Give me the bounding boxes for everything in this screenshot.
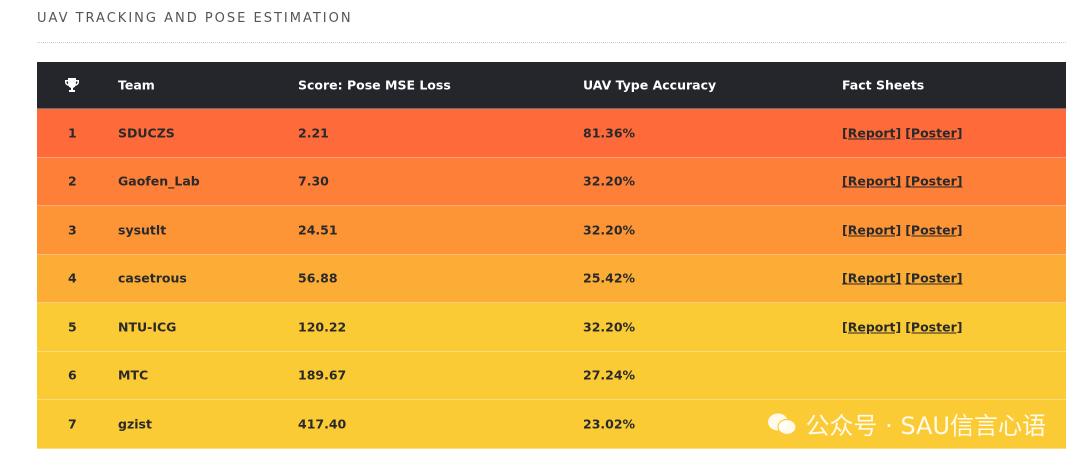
table-row: 7 gzist 417.40 23.02% <box>37 400 1066 449</box>
fact-sheet-link[interactable]: [Report] <box>842 125 902 141</box>
fact-sheets: [Report] [Poster] <box>842 319 962 334</box>
accuracy-cell: 81.36% <box>583 125 636 141</box>
fact-sheets: [Report] [Poster] <box>842 271 962 286</box>
score-cell: 56.88 <box>298 270 338 286</box>
rank: 5 <box>68 319 77 335</box>
watermark-text: 公众号 · SAU信言心语 <box>805 412 1046 440</box>
fact-sheets: [Report] [Poster] <box>842 125 962 140</box>
team-cell: NTU-ICG <box>118 319 177 335</box>
team-cell: MTC <box>118 367 149 383</box>
table-header: Team Score: Pose MSE Loss UAV Type Accur… <box>37 62 1066 109</box>
rank: 1 <box>68 125 77 141</box>
table-row: 3 sysutlt 24.51 32.20% [Report] [Poster] <box>37 206 1066 255</box>
fact-sheet-link[interactable]: [Poster] <box>905 222 963 238</box>
column-header: Score: Pose MSE Loss <box>298 77 451 93</box>
team-cell: Gaofen_Lab <box>118 173 200 189</box>
fact-sheet-link[interactable]: [Poster] <box>905 270 963 286</box>
watermark: 公众号 · SAU信言心语 <box>767 406 1046 441</box>
table-row: 1 SDUCZS 2.21 81.36% [Report] [Poster] <box>37 109 1066 158</box>
divider <box>37 42 1066 43</box>
fact-sheet-link[interactable]: [Report] <box>842 173 902 189</box>
score-cell: 417.40 <box>298 416 347 432</box>
rank: 7 <box>68 416 77 432</box>
fact-sheets: [Report] [Poster] <box>842 222 962 237</box>
accuracy-cell: 23.02% <box>583 416 636 432</box>
team-cell: sysutlt <box>118 222 167 238</box>
column-header: Team <box>118 77 155 93</box>
fact-sheet-link[interactable]: [Poster] <box>905 319 963 335</box>
accuracy-cell: 32.20% <box>583 173 636 189</box>
leaderboard-table: Team Score: Pose MSE Loss UAV Type Accur… <box>37 62 1066 449</box>
accuracy-cell: 27.24% <box>583 367 636 383</box>
accuracy-cell: 25.42% <box>583 270 636 286</box>
fact-sheets: [Report] [Poster] <box>842 174 962 189</box>
section-title: UAV TRACKING AND POSE ESTIMATION <box>37 11 353 26</box>
trophy-icon <box>65 78 79 92</box>
wechat-icon <box>768 413 798 435</box>
fact-sheet-link[interactable]: [Report] <box>842 319 902 335</box>
table-row: 6 MTC 189.67 27.24% <box>37 351 1066 400</box>
team-cell: SDUCZS <box>118 125 175 141</box>
table-row: 5 NTU-ICG 120.22 32.20% [Report] [Poster] <box>37 303 1066 352</box>
score-cell: 24.51 <box>298 222 338 238</box>
table-row: 4 casetrous 56.88 25.42% [Report] [Poster] <box>37 254 1066 303</box>
fact-sheet-link[interactable]: [Report] <box>842 222 902 238</box>
rank: 3 <box>68 222 77 238</box>
team-cell: casetrous <box>118 270 187 286</box>
column-header: UAV Type Accuracy <box>583 77 717 93</box>
score-cell: 7.30 <box>298 173 329 189</box>
rank: 2 <box>68 173 77 189</box>
score-cell: 120.22 <box>298 319 347 335</box>
team-cell: gzist <box>118 416 152 432</box>
fact-sheet-link[interactable]: [Report] <box>842 270 902 286</box>
score-cell: 2.21 <box>298 125 329 141</box>
score-cell: 189.67 <box>298 367 347 383</box>
fact-sheet-link[interactable]: [Poster] <box>905 125 963 141</box>
column-header: Fact Sheets <box>842 77 925 93</box>
table-row: 2 Gaofen_Lab 7.30 32.20% [Report] [Poster] <box>37 157 1066 206</box>
rank: 6 <box>68 367 77 383</box>
accuracy-cell: 32.20% <box>583 222 636 238</box>
accuracy-cell: 32.20% <box>583 319 636 335</box>
rank: 4 <box>68 270 77 286</box>
fact-sheet-link[interactable]: [Poster] <box>905 173 963 189</box>
